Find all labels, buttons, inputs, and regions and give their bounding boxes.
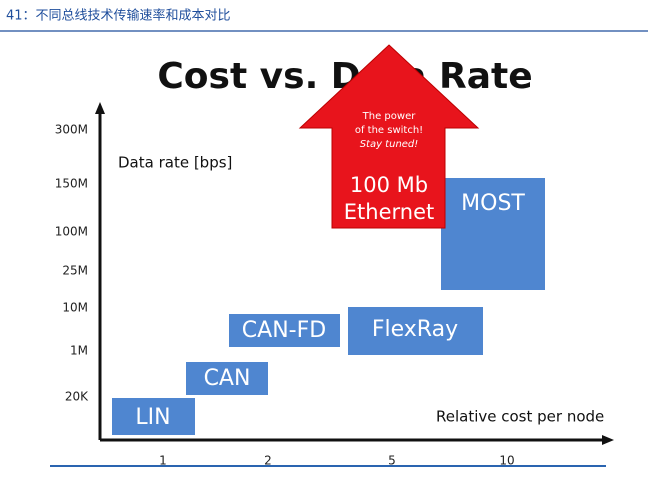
y-label: 10M — [62, 301, 88, 315]
y-label: 1M — [70, 344, 88, 358]
y-arrow — [95, 102, 105, 114]
box-label: MOST — [461, 191, 525, 216]
most-box — [441, 178, 545, 290]
y-label: 150M — [55, 177, 88, 191]
box-label: CAN — [204, 366, 251, 391]
arrow-label: Ethernet — [344, 200, 434, 224]
box-label: CAN-FD — [242, 318, 326, 343]
x-label: 2 — [264, 454, 272, 468]
arrow-note: Stay tuned! — [360, 139, 419, 150]
ethernet-arrow: The power of the switch! Stay tuned! 100… — [298, 44, 480, 229]
header-title: 41：不同总线技术传输速率和成本对比 — [6, 8, 231, 24]
x-arrow — [602, 435, 614, 445]
y-axis-label: Data rate [bps] — [118, 154, 232, 172]
y-label: 20K — [65, 390, 89, 404]
y-label: 100M — [55, 225, 88, 239]
y-label: 25M — [62, 264, 88, 278]
arrow-note: of the switch! — [355, 125, 423, 136]
boxes: LIN CAN CAN-FD FlexRay MOST — [112, 178, 545, 435]
box-label: LIN — [135, 405, 170, 430]
y-label: 300M — [55, 123, 88, 137]
arrow-note: The power — [362, 111, 417, 122]
can-box — [186, 362, 268, 395]
flexray-box — [348, 307, 483, 355]
arrow-label: 100 Mb — [350, 173, 428, 197]
lin-box — [112, 398, 195, 435]
x-axis-label: Relative cost per node — [436, 408, 604, 426]
x-label: 5 — [388, 454, 396, 468]
axes — [95, 102, 614, 445]
arrow-shape — [298, 44, 480, 229]
canfd-box — [229, 314, 340, 347]
x-label: 1 — [159, 454, 167, 468]
x-label: 10 — [499, 454, 514, 468]
box-label: FlexRay — [372, 317, 458, 342]
